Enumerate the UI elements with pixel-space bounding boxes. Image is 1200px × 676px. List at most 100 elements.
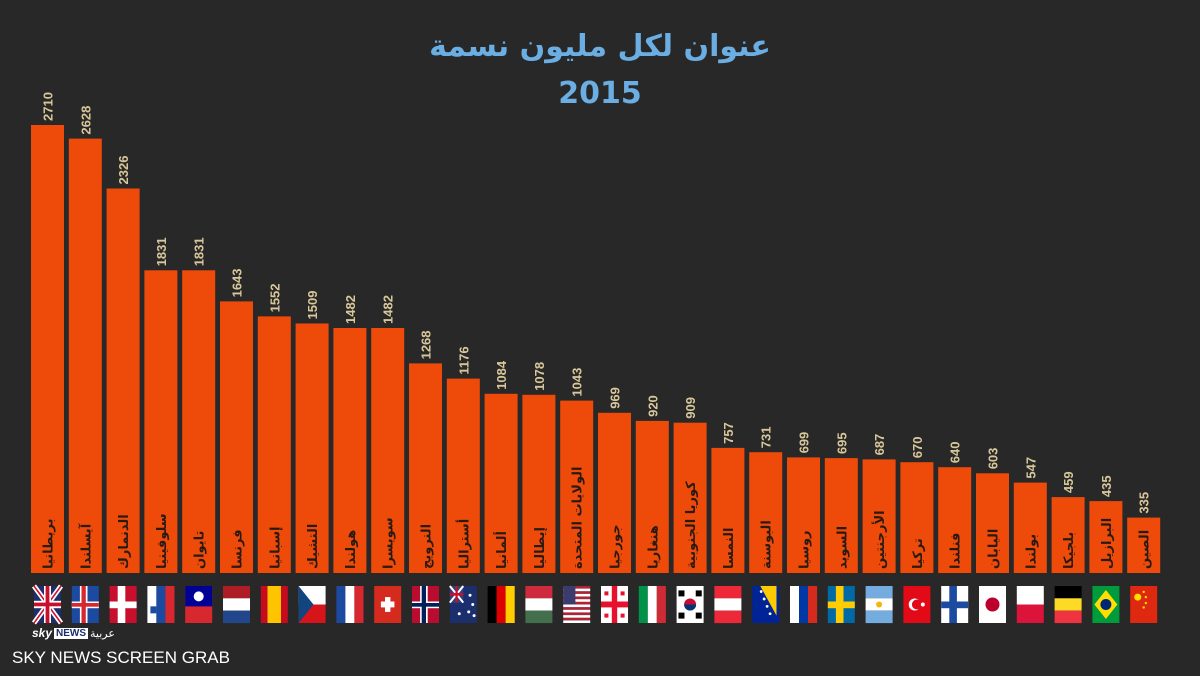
category-label-10: النرويج <box>420 524 435 569</box>
value-label-18: 757 <box>721 422 736 444</box>
value-label-26: 547 <box>1023 457 1038 479</box>
value-label-11: 1176 <box>456 346 471 374</box>
poland-flag-icon <box>1016 586 1044 623</box>
norway-flag-icon <box>412 586 439 623</box>
category-label-0: بريطانيا <box>42 519 57 569</box>
uk-flag-icon <box>31 584 64 625</box>
france-flag-icon <box>336 586 364 623</box>
category-label-11: أستراليا <box>455 519 472 569</box>
bar-9 <box>371 328 405 573</box>
category-label-8: هولندا <box>344 530 359 569</box>
value-label-27: 459 <box>1061 471 1076 493</box>
value-label-24: 640 <box>948 441 963 463</box>
value-label-8: 1482 <box>343 295 358 324</box>
spain-flag-icon <box>260 586 288 623</box>
bar-20 <box>787 457 820 573</box>
value-label-29: 335 <box>1137 492 1152 514</box>
sweden-flag-icon <box>827 586 855 623</box>
italy-flag-icon <box>638 586 666 623</box>
watermark: SKY NEWS SCREEN GRAB <box>12 648 230 667</box>
bar-18 <box>711 447 745 573</box>
category-label-3: سلوفينيا <box>155 513 170 569</box>
japan-flag-icon <box>979 586 1006 623</box>
brazil-flag-icon <box>1092 586 1120 623</box>
bar-28 <box>1089 501 1123 573</box>
finland-flag-icon <box>941 586 969 623</box>
category-label-25: اليابان <box>987 529 1002 569</box>
denmark-flag-icon <box>109 586 137 623</box>
category-label-20: روسيا <box>798 530 813 569</box>
bar-10 <box>409 363 442 573</box>
value-label-0: 2710 <box>41 92 56 121</box>
value-label-13: 1078 <box>532 362 547 391</box>
switzerland-flag-icon <box>374 586 402 623</box>
value-label-10: 1268 <box>419 330 434 359</box>
value-label-12: 1084 <box>494 360 509 390</box>
category-label-18: النمسا <box>722 528 737 569</box>
category-label-15: جورجيا <box>609 524 624 569</box>
category-label-13: إيطاليا <box>533 527 548 569</box>
value-label-23: 670 <box>910 436 925 458</box>
bar-6 <box>257 316 291 573</box>
value-label-25: 603 <box>986 448 1001 470</box>
slovenia-flag-icon <box>147 586 175 623</box>
category-label-9: سويسرا <box>382 517 397 569</box>
bars-group: 2710 بريطانيا 2628 آيسلندا 2326 الدنمارك 1831 س… <box>31 92 1161 573</box>
category-label-23: تركيا <box>911 538 926 569</box>
bar-17 <box>673 422 707 573</box>
value-label-19: 731 <box>759 426 774 448</box>
bar-2 <box>106 188 140 573</box>
georgia-flag-icon <box>601 586 628 623</box>
category-label-6: إسبانيا <box>268 527 283 570</box>
chart-title: عنوان لكل مليون نسمة <box>429 29 771 64</box>
value-label-4: 1831 <box>192 237 207 266</box>
australia-flag-icon <box>449 585 477 623</box>
bar-23 <box>900 462 934 573</box>
value-label-1: 2628 <box>78 106 93 135</box>
category-label-2: الدنمارك <box>117 514 132 569</box>
argentina-flag-icon <box>865 586 893 624</box>
bar-22 <box>862 459 896 573</box>
bar-4 <box>182 270 216 573</box>
bar-14 <box>560 400 594 573</box>
value-label-2: 2326 <box>116 156 131 185</box>
value-label-3: 1831 <box>154 237 169 266</box>
bar-19 <box>749 452 783 573</box>
category-label-19: البوسنة <box>760 520 775 569</box>
belgium-flag-icon <box>1054 586 1082 624</box>
value-label-17: 909 <box>683 397 698 419</box>
value-label-22: 687 <box>872 434 887 456</box>
austria-flag-icon <box>714 586 742 624</box>
value-label-5: 1643 <box>230 268 245 297</box>
bar-3 <box>144 270 178 573</box>
bar-7 <box>295 323 329 573</box>
category-label-28: البرازيل <box>1100 518 1115 569</box>
taiwan-flag-icon <box>185 586 213 623</box>
category-label-12: ألمانيا <box>493 531 510 569</box>
bosnia-flag-icon <box>752 586 780 623</box>
bar-0 <box>31 125 64 573</box>
usa-flag-icon <box>563 586 591 623</box>
value-label-20: 699 <box>797 432 812 454</box>
bar-29 <box>1127 517 1161 573</box>
china-flag-icon <box>1130 586 1158 623</box>
russia-flag-icon <box>790 586 818 623</box>
value-label-14: 1043 <box>570 368 585 397</box>
bar-26 <box>1013 482 1047 573</box>
south-korea-flag-icon <box>676 586 704 623</box>
value-label-28: 435 <box>1099 475 1114 497</box>
category-label-22: الأرجنتين <box>871 510 888 569</box>
bar-24 <box>938 467 972 573</box>
category-label-24: فنلندا <box>949 533 964 569</box>
bar-21 <box>824 458 858 573</box>
category-label-21: السويد <box>835 526 850 569</box>
logo-sky-text: sky <box>32 626 53 640</box>
iceland-flag-icon <box>71 586 99 623</box>
logo-arabic-text: عربية <box>90 626 115 640</box>
chart-subtitle: 2015 <box>558 76 642 111</box>
value-label-6: 1552 <box>267 283 282 312</box>
category-label-29: الصين <box>1138 530 1153 569</box>
category-label-14: الولايات المتحدة <box>571 467 586 569</box>
flags-group <box>31 584 1158 625</box>
bar-13 <box>522 394 556 573</box>
